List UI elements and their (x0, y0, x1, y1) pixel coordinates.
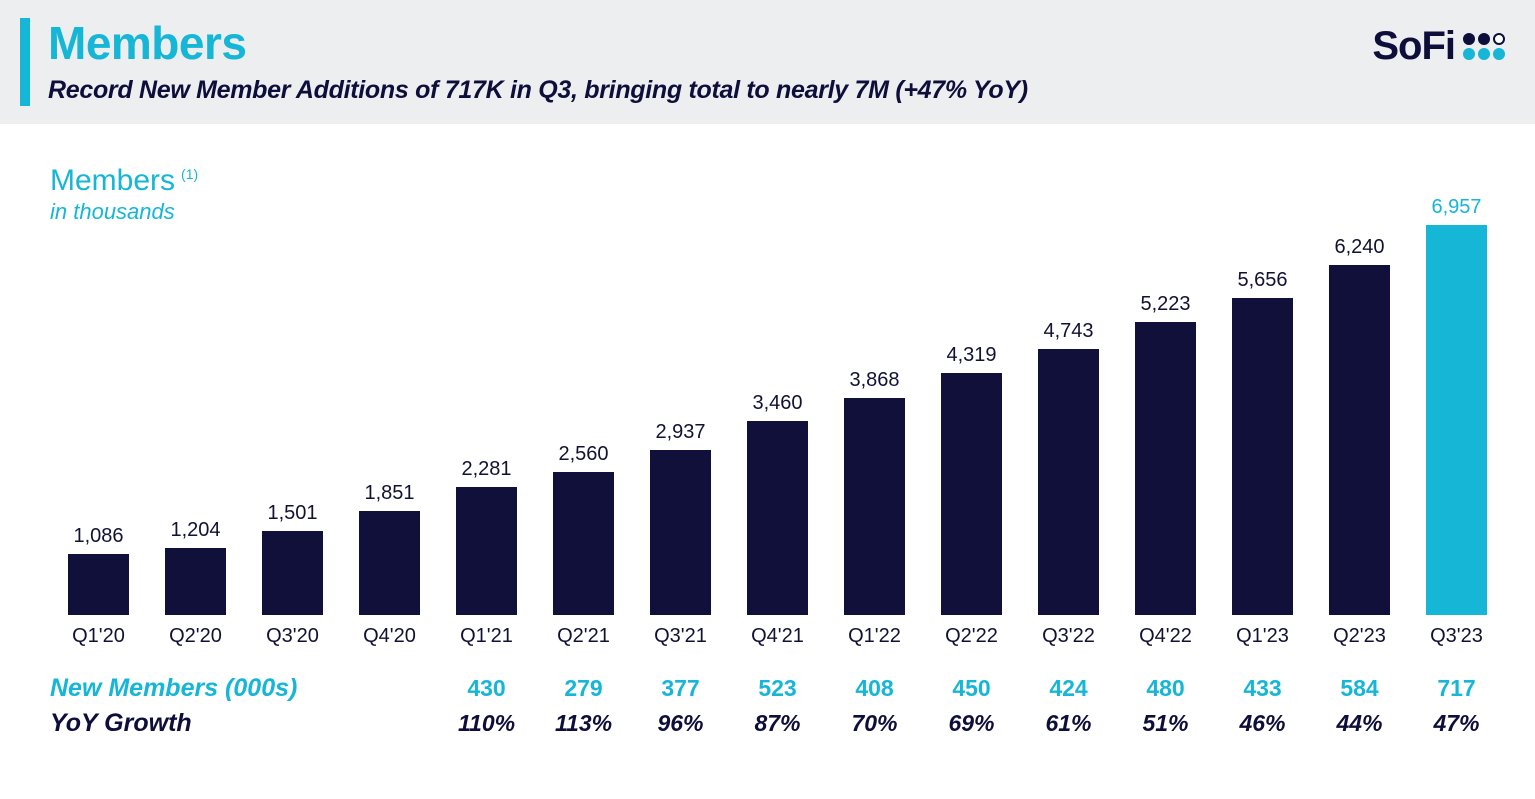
yoy-growth-cell: 51% (1117, 710, 1214, 737)
bar (359, 511, 419, 615)
bar (747, 421, 807, 615)
x-axis: Q1'20Q2'20Q3'20Q4'20Q1'21Q2'21Q3'21Q4'21… (50, 625, 1505, 648)
bar (650, 450, 710, 615)
bar-value-label: 1,501 (267, 502, 317, 525)
yoy-growth-cell: 70% (826, 710, 923, 737)
bar-column: 5,656 (1214, 269, 1311, 615)
page-title: Members (48, 20, 1028, 66)
bar-value-label: 3,460 (752, 392, 802, 415)
bar-value-label: 2,281 (461, 458, 511, 481)
new-members-cell: 408 (826, 675, 923, 702)
yoy-growth-cell: 96% (632, 710, 729, 737)
bar-column: 3,868 (826, 369, 923, 615)
bar-value-label: 5,223 (1140, 293, 1190, 316)
bar-value-label: 4,743 (1043, 320, 1093, 343)
x-tick: Q2'22 (923, 625, 1020, 648)
new-members-cell: 584 (1311, 675, 1408, 702)
sofi-logo: SoFi (1372, 18, 1505, 69)
header: Members Record New Member Additions of 7… (0, 0, 1535, 124)
bar (1135, 322, 1195, 615)
chart-footnote-marker: (1) (181, 166, 198, 182)
new-members-cell: 377 (632, 675, 729, 702)
yoy-growth-cell: 61% (1020, 710, 1117, 737)
bar-column: 1,851 (341, 482, 438, 615)
bar-column: 6,240 (1311, 236, 1408, 615)
x-tick: Q2'23 (1311, 625, 1408, 648)
new-members-cell: 279 (535, 675, 632, 702)
logo-text: SoFi (1372, 24, 1455, 69)
x-tick: Q4'22 (1117, 625, 1214, 648)
bar-value-label: 6,240 (1334, 236, 1384, 259)
x-tick: Q2'21 (535, 625, 632, 648)
x-tick: Q2'20 (147, 625, 244, 648)
yoy-growth-cell: 44% (1311, 710, 1408, 737)
bar-column: 2,281 (438, 458, 535, 615)
x-tick: Q4'20 (341, 625, 438, 648)
yoy-growth-cell: 113% (535, 710, 632, 737)
bar-column: 1,204 (147, 519, 244, 615)
new-members-cell: 523 (729, 675, 826, 702)
x-tick: Q3'22 (1020, 625, 1117, 648)
row-label-yoy-growth: YoY Growth (50, 709, 438, 738)
new-members-cell: 450 (923, 675, 1020, 702)
x-tick: Q3'23 (1408, 625, 1505, 648)
bar-column: 3,460 (729, 392, 826, 615)
yoy-growth-cell: 110% (438, 710, 535, 737)
x-tick: Q3'21 (632, 625, 729, 648)
bar-value-label: 6,957 (1431, 196, 1481, 219)
bar-column: 2,560 (535, 443, 632, 616)
bar-column: 6,957 (1408, 196, 1505, 615)
x-tick: Q3'20 (244, 625, 341, 648)
bar (1329, 265, 1389, 615)
bar (553, 472, 613, 616)
row-label-new-members: New Members (000s) (50, 674, 438, 703)
bar-column: 5,223 (1117, 293, 1214, 615)
new-members-cell: 424 (1020, 675, 1117, 702)
bar (68, 554, 128, 615)
bar (262, 531, 322, 615)
accent-bar (20, 18, 30, 106)
bar-value-label: 1,204 (170, 519, 220, 542)
new-members-cell: 430 (438, 675, 535, 702)
x-tick: Q1'20 (50, 625, 147, 648)
bar-value-label: 3,868 (849, 369, 899, 392)
new-members-cell: 480 (1117, 675, 1214, 702)
new-members-cell: 717 (1408, 675, 1505, 702)
bar-value-label: 4,319 (946, 344, 996, 367)
title-block: Members Record New Member Additions of 7… (48, 18, 1028, 105)
bar (1038, 349, 1098, 615)
x-tick: Q1'21 (438, 625, 535, 648)
bar (165, 548, 225, 615)
yoy-growth-cell: 69% (923, 710, 1020, 737)
yoy-growth-cell: 47% (1408, 710, 1505, 737)
yoy-growth-cell: 46% (1214, 710, 1311, 737)
chart-area: Members(1) in thousands 1,0861,2041,5011… (0, 124, 1535, 748)
bar-column: 1,501 (244, 502, 341, 615)
bar-chart: 1,086 1,204 1,501 1,851 2,281 2,560 2,937 3,460… (50, 185, 1505, 615)
new-members-cell: 433 (1214, 675, 1311, 702)
bar (1232, 298, 1292, 615)
x-tick: Q1'22 (826, 625, 923, 648)
x-tick: Q1'23 (1214, 625, 1311, 648)
bar-column: 4,743 (1020, 320, 1117, 615)
yoy-growth-cell: 87% (729, 710, 826, 737)
header-left: Members Record New Member Additions of 7… (20, 18, 1028, 106)
page-subtitle: Record New Member Additions of 717K in Q… (48, 76, 1028, 105)
chart-caption-text: Members (50, 164, 175, 197)
bar-value-label: 2,560 (558, 443, 608, 466)
bar-column: 1,086 (50, 525, 147, 615)
bar (1426, 225, 1486, 615)
data-table: New Members (000s)4302793775234084504244… (50, 674, 1505, 738)
bar-value-label: 5,656 (1237, 269, 1287, 292)
bar (941, 373, 1001, 615)
bar (456, 487, 516, 615)
bar-value-label: 1,851 (364, 482, 414, 505)
x-tick: Q4'21 (729, 625, 826, 648)
bar-value-label: 1,086 (73, 525, 123, 548)
bar (844, 398, 904, 615)
bar-column: 2,937 (632, 421, 729, 615)
bar-value-label: 2,937 (655, 421, 705, 444)
bar-column: 4,319 (923, 344, 1020, 615)
logo-dots-icon (1463, 33, 1505, 60)
